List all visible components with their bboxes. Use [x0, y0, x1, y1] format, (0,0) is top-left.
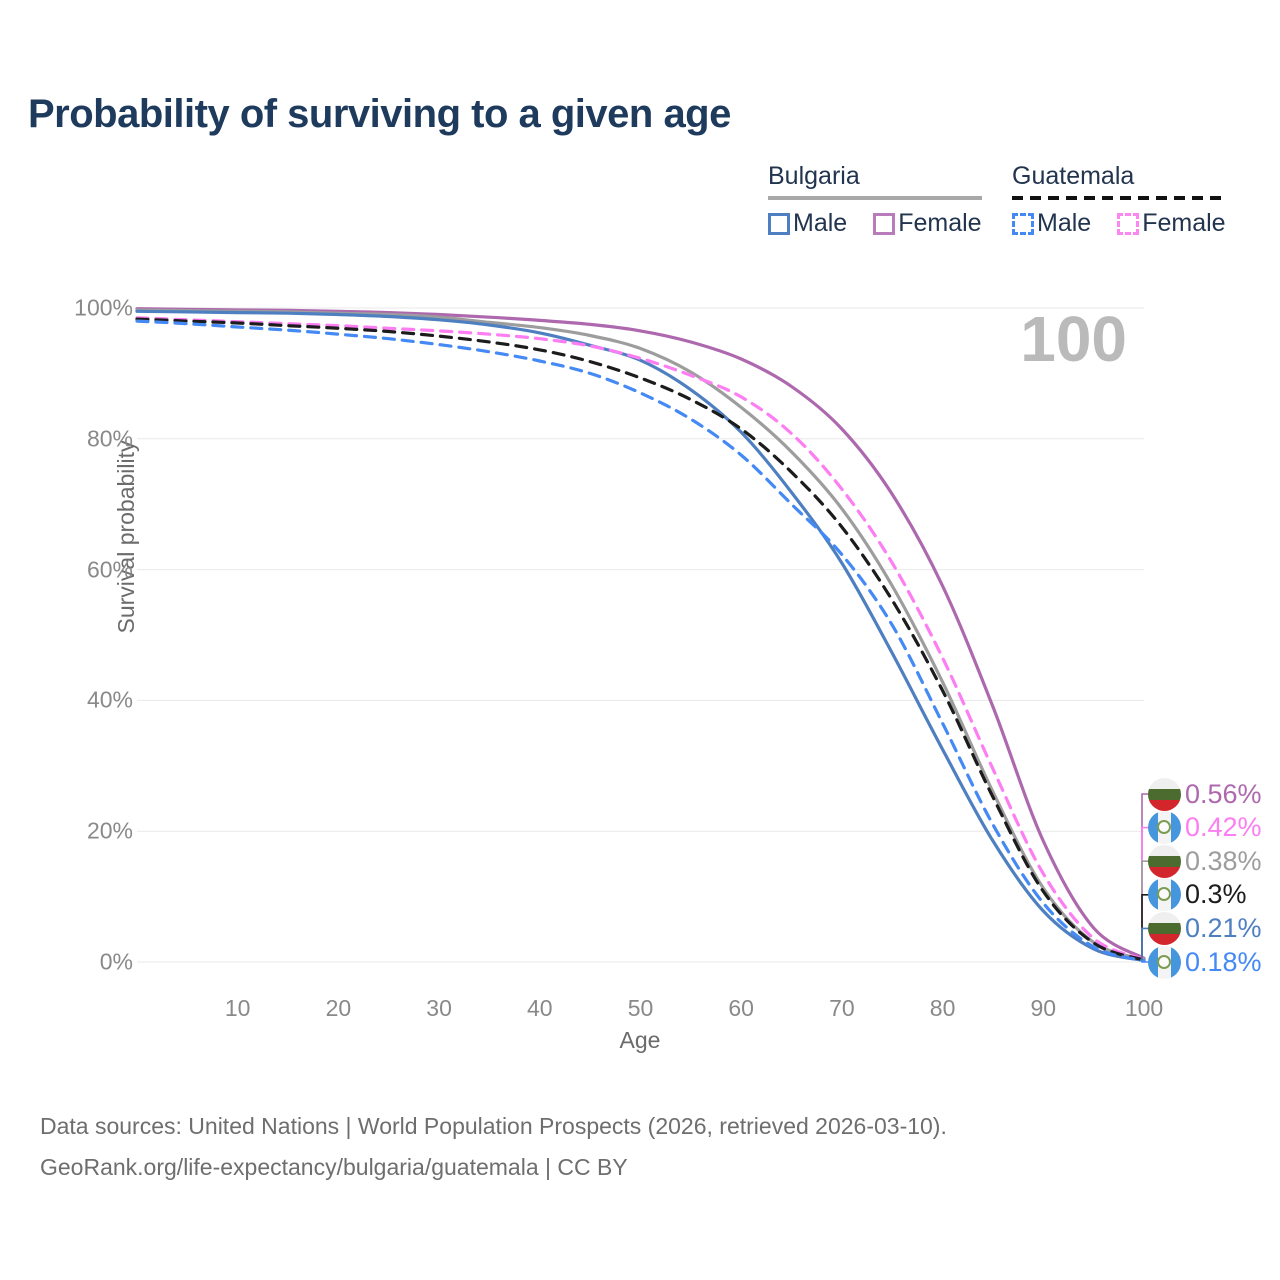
footer-url: GeoRank.org/life-expectancy/bulgaria/gua…	[40, 1154, 628, 1180]
watermark-age-100: 100	[1020, 303, 1127, 375]
page-title: Probability of surviving to a given age	[28, 92, 731, 136]
legend-underline-solid	[768, 196, 982, 200]
x-tick-label: 100	[1124, 995, 1164, 1021]
y-tick-label: 60%	[86, 556, 133, 583]
y-tick-label: 80%	[86, 425, 133, 452]
y-tick-label: 20%	[86, 817, 133, 844]
x-tick-label: 60	[728, 995, 754, 1021]
legend-swatch-bulgaria-female	[873, 212, 896, 235]
end-label-value: 0.3%	[1185, 879, 1247, 910]
legend-swatch-guatemala-female	[1117, 212, 1140, 235]
legend-item-guatemala-female[interactable]: Female	[1117, 209, 1226, 238]
x-tick-label: 80	[929, 995, 956, 1021]
end-label-value: 0.21%	[1185, 912, 1262, 943]
legend-swatch-bulgaria-male	[768, 212, 790, 235]
guatemala-flag-icon	[1148, 945, 1181, 979]
end-label-guatemala-female: 0.42%	[1148, 811, 1262, 845]
y-tick-label: 100%	[74, 294, 133, 321]
legend-group-guatemala: Guatemala Male Female	[1012, 162, 1226, 238]
legend-item-bulgaria-female[interactable]: Female	[873, 209, 982, 238]
bulgaria-flag-icon	[1148, 844, 1181, 878]
end-label-guatemala: 0.3%	[1148, 878, 1247, 912]
end-label-value: 0.56%	[1185, 778, 1262, 809]
legend-swatch-guatemala-male	[1012, 212, 1034, 235]
bulgaria-flag-icon	[1148, 777, 1181, 811]
legend-header-bulgaria[interactable]: Bulgaria	[768, 162, 860, 190]
legend-item-bulgaria-male[interactable]: Male	[768, 209, 847, 238]
legend-group-bulgaria: Bulgaria Male Female	[768, 162, 982, 238]
x-tick-label: 90	[1030, 995, 1057, 1021]
legend-label: Female	[898, 209, 982, 237]
guatemala-flag-icon	[1148, 878, 1181, 912]
footer-attribution: Data sources: United Nations | World Pop…	[40, 1106, 947, 1188]
y-tick-label: 40%	[86, 686, 133, 713]
x-tick-label: 50	[627, 995, 654, 1021]
end-label-value: 0.18%	[1185, 946, 1262, 977]
footer-data-sources: Data sources: United Nations | World Pop…	[40, 1113, 947, 1139]
x-tick-label: 70	[829, 995, 855, 1021]
legend-label: Male	[1037, 209, 1092, 237]
end-label-bulgaria: 0.38%	[1148, 844, 1262, 878]
end-label-guatemala-male: 0.18%	[1148, 945, 1262, 979]
legend-label: Female	[1142, 209, 1226, 237]
guatemala-flag-icon	[1148, 811, 1181, 845]
x-tick-label: 30	[426, 995, 452, 1021]
legend-item-guatemala-male[interactable]: Male	[1012, 209, 1091, 238]
end-label-value: 0.42%	[1185, 812, 1262, 843]
bulgaria-flag-icon	[1148, 911, 1181, 945]
x-tick-label: 20	[325, 995, 352, 1021]
x-axis-title: Age	[619, 1027, 661, 1053]
y-tick-label: 0%	[99, 948, 133, 975]
legend-label: Male	[793, 209, 848, 237]
end-label-bulgaria-male: 0.21%	[1148, 911, 1262, 945]
legend-header-guatemala[interactable]: Guatemala	[1012, 162, 1135, 190]
end-label-bulgaria-female: 0.56%	[1148, 777, 1262, 811]
x-tick-label: 40	[527, 995, 553, 1021]
x-tick-label: 10	[224, 995, 251, 1021]
end-label-value: 0.38%	[1185, 845, 1262, 876]
y-axis-title: Survival probability	[113, 440, 140, 634]
legend-underline-dashed	[1012, 196, 1226, 200]
